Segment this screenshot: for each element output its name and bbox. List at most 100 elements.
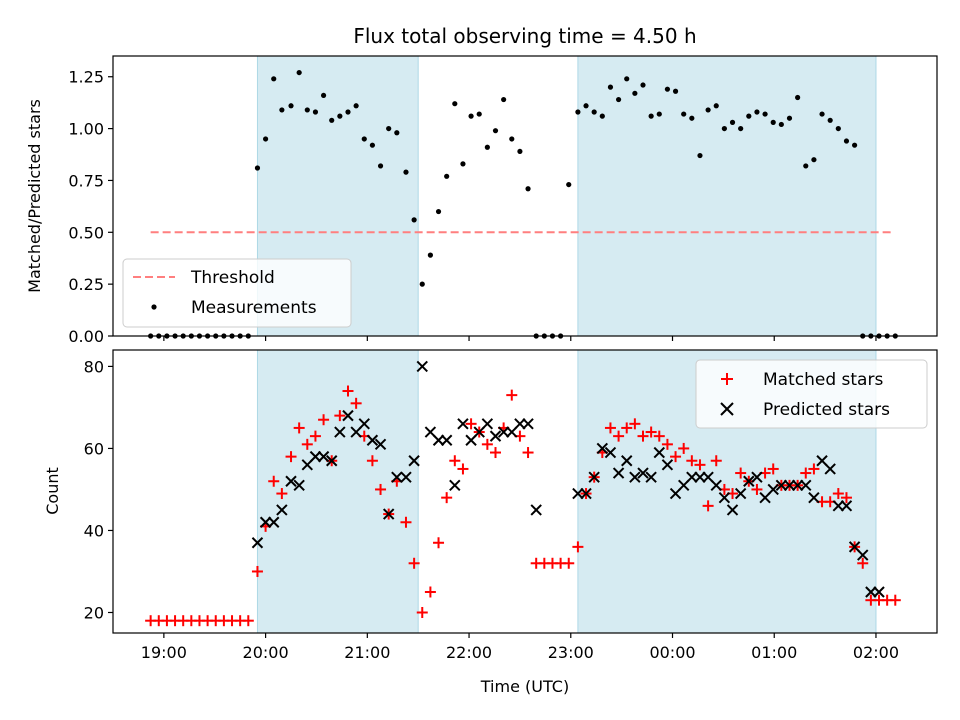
top-shaded-interval [577,55,877,337]
measurement-point [337,113,343,119]
matched-star-point [334,410,346,422]
matched-star-point [350,397,362,409]
measurement-point [361,136,367,142]
predicted-star-point [530,504,542,516]
bottom-x-tick-label: 02:00 [853,643,899,662]
measurement-point [369,142,376,148]
top-y-ticks: 0.00 0.25 0.50 0.75 1.00 1.25 [68,68,113,346]
bottom-axes-frame [112,349,938,634]
matched-star-point [670,451,682,463]
bottom-y-tick-label: 60 [84,439,104,458]
measurement-point [705,107,711,113]
matched-star-point [268,475,280,487]
predicted-star-point [268,516,280,528]
measurement-point [279,107,285,113]
predicted-star-point [743,475,755,487]
matched-star-point [678,442,690,454]
matched-star-point [572,541,584,553]
predicted-star-point [653,446,665,459]
predicted-star-point [751,471,763,483]
matched-star-point [400,516,412,528]
bottom-legend-box [695,359,928,429]
measurement-point [403,169,409,175]
matched-star-point [889,594,901,606]
matched-star-point [653,430,665,442]
predicted-star-point [497,426,510,438]
bottom-y-tick-label: 20 [84,603,104,622]
predicted-star-point [382,508,395,520]
legend-measurements-swatch [151,304,157,310]
measurement-point [591,109,597,115]
predicted-star-point [857,549,869,561]
bottom-y-axis-label: Count [43,467,62,515]
measurement-point [254,165,261,171]
matched-star-point [751,483,763,495]
measurement-point [843,138,850,144]
measurement-point [517,148,523,155]
predicted-star-point [621,455,633,467]
predicted-star-point [661,459,674,471]
predicted-star-point [408,455,420,467]
predicted-star-point [604,446,617,459]
measurement-point [288,103,294,109]
predicted-star-point [457,418,469,430]
matched-star-point [424,586,436,598]
bottom-shaded-interval [256,349,419,634]
measurement-point [632,90,638,96]
matched-star-point [375,483,387,495]
panel-counts: 20 40 60 80 19:00 20:00 21:00 22:00 23:00 00:00 0… [43,349,938,696]
predicted-star-point [400,471,412,483]
predicted-star-point [734,487,747,500]
bottom-x-ticks: 19:00 20:00 21:00 22:00 23:00 00:00 01:00 02:00 [141,633,899,662]
top-y-tick-label: 0.50 [68,223,104,242]
predicted-star-point [251,537,264,549]
measurement-point [778,121,784,128]
measurement-point [427,252,433,258]
predicted-star-point [767,483,779,496]
measurement-point [607,84,614,90]
bottom-shaded-intervals [256,349,877,634]
predicted-star-point [637,467,649,479]
matched-star-point [767,463,779,475]
measurement-point [738,125,744,132]
matched-star-point [840,492,852,504]
matched-star-point [465,418,477,430]
measurement-point [746,113,752,119]
measurement-point [656,111,662,117]
bottom-legend: Matched stars Predicted stars [695,359,928,429]
bottom-x-tick-label: 23:00 [548,643,594,662]
measurement-point [575,109,581,115]
measurement-point [615,96,622,103]
predicted-star-point [342,409,354,422]
measurement-point [721,125,727,132]
predicted-star-point [865,586,877,598]
predicted-star-point [572,487,584,500]
predicted-star-point [686,471,698,483]
measurement-point [681,111,687,117]
matched-star-point [433,537,445,549]
measurement-point [640,82,646,88]
measurement-point [476,111,482,117]
matched-star-point [661,438,673,450]
measurement-point [583,103,589,109]
predicted-star-point [775,479,788,492]
panel-ratio: 0.00 0.25 0.50 0.75 1.00 1.25 Flux total obse… [25,24,938,346]
matched-star-point [489,447,501,459]
matched-star-point [301,438,313,450]
predicted-star-point [317,450,330,463]
bottom-x-tick-label: 20:00 [243,643,289,662]
predicted-star-point [873,586,885,598]
measurement-point [713,103,719,109]
matched-star-point [309,430,321,442]
measurement-point [394,130,400,136]
matched-stars-points [145,385,901,627]
top-y-axis-label: Matched/Predicted stars [25,99,44,293]
predicted-star-point [612,467,625,479]
measurement-point [345,109,351,115]
matched-star-point [416,606,428,618]
bottom-y-tick-label: 80 [84,357,104,376]
predicted-star-point [432,434,445,446]
matched-star-point [457,463,469,475]
measurement-point [329,117,335,123]
chart-title: Flux total observing time = 4.50 h [353,24,696,48]
